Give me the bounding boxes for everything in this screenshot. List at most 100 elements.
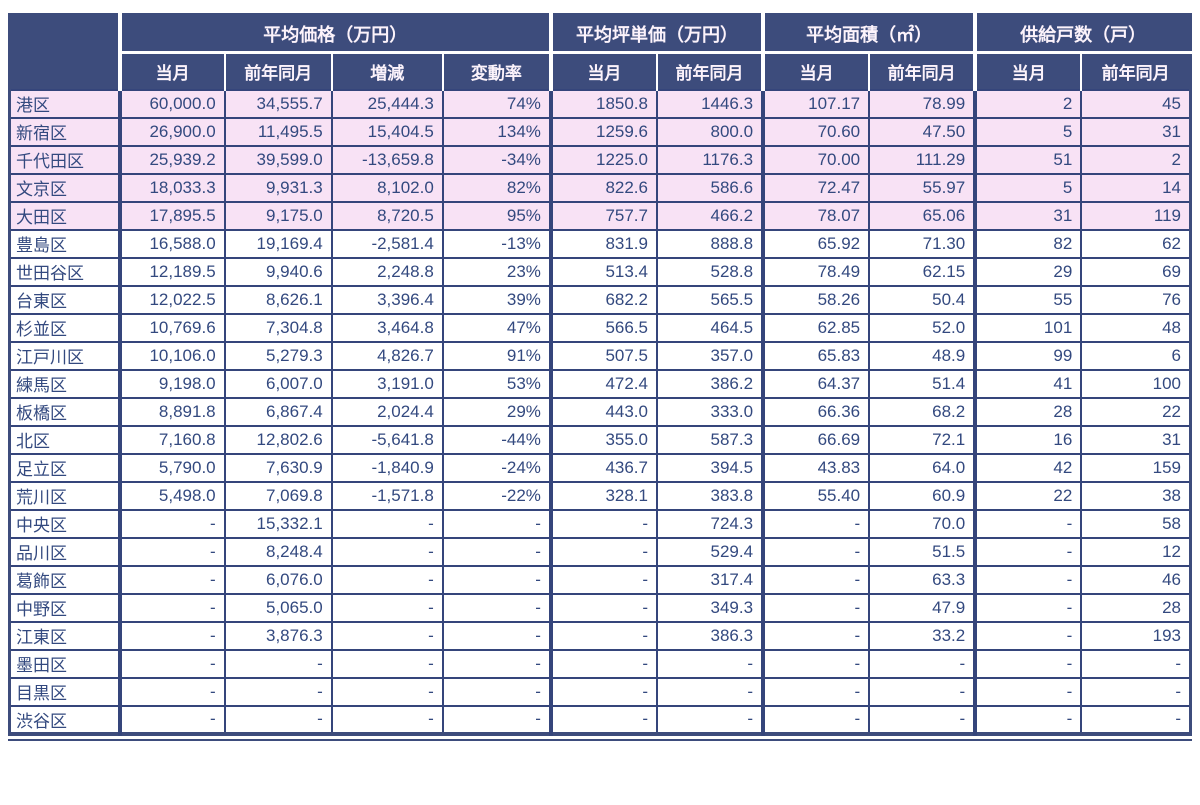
cell-area-current: 64.37 (761, 368, 871, 399)
cell-tsubo-current: - (548, 508, 658, 539)
cell-price-change: -2,581.4 (330, 228, 444, 259)
cell-price-change-rate: - (441, 592, 552, 623)
cell-price-current: 12,189.5 (117, 256, 226, 287)
cell-tsubo-current: 1850.8 (548, 88, 658, 119)
cell-area-prev-year: 65.06 (868, 200, 977, 231)
cell-price-change-rate: - (441, 508, 552, 539)
cell-units-prev-year: 45 (1080, 88, 1192, 119)
cell-tsubo-prev-year: 565.5 (655, 284, 765, 315)
cell-tsubo-prev-year: 394.5 (655, 452, 765, 483)
cell-tsubo-prev-year: 586.6 (655, 172, 765, 203)
ward-name-cell: 板橋区 (8, 396, 122, 427)
cell-price-prev-year: 7,630.9 (223, 452, 333, 483)
cell-area-prev-year: 78.99 (868, 88, 977, 119)
cell-tsubo-current: - (548, 704, 658, 735)
ward-name-cell: 港区 (8, 88, 122, 119)
cell-tsubo-current: 831.9 (548, 228, 658, 259)
ward-name-cell: 世田谷区 (8, 256, 122, 287)
col-header-price-change-rate: 変動率 (441, 52, 551, 90)
table-row: 豊島区 16,588.0 19,169.4 -2,581.4 -13% 831.… (8, 228, 1192, 259)
ward-name-cell: 渋谷区 (8, 704, 122, 735)
cell-units-current: 2 (973, 88, 1083, 119)
cell-price-change: - (330, 648, 444, 679)
cell-price-change: 15,404.5 (330, 116, 444, 147)
cell-price-prev-year: - (223, 648, 333, 679)
cell-tsubo-current: 472.4 (548, 368, 658, 399)
cell-area-prev-year: 111.29 (868, 144, 977, 175)
col-header-price-change: 増減 (330, 52, 443, 90)
cell-price-change: 25,444.3 (330, 88, 444, 119)
cell-price-prev-year: 6,076.0 (223, 564, 333, 595)
cell-units-prev-year: - (1080, 704, 1192, 735)
cell-tsubo-current: 822.6 (548, 172, 658, 203)
cell-area-current: - (761, 676, 871, 707)
cell-price-change-rate: -34% (441, 144, 552, 175)
cell-price-current: 7,160.8 (117, 424, 226, 455)
cell-price-prev-year: 3,876.3 (223, 620, 333, 651)
cell-price-change-rate: 82% (441, 172, 552, 203)
group-header-avg-area: 平均面積（㎡） (761, 14, 976, 54)
cell-tsubo-prev-year: 464.5 (655, 312, 765, 343)
cell-price-change-rate: -24% (441, 452, 552, 483)
cell-price-change: - (330, 676, 444, 707)
table-row: 港区 60,000.0 34,555.7 25,444.3 74% 1850.8… (8, 88, 1192, 119)
cell-price-prev-year: - (223, 704, 333, 735)
ward-name-cell: 大田区 (8, 200, 122, 231)
cell-price-current: 5,498.0 (117, 480, 226, 511)
cell-price-change-rate: -44% (441, 424, 552, 455)
cell-price-change: 8,720.5 (330, 200, 444, 231)
cell-price-change-rate: 74% (441, 88, 552, 119)
table-row: 北区 7,160.8 12,802.6 -5,641.8 -44% 355.0 … (8, 424, 1192, 455)
cell-area-current: - (761, 564, 871, 595)
cell-tsubo-current: 507.5 (548, 340, 658, 371)
cell-area-prev-year: - (868, 676, 977, 707)
cell-tsubo-prev-year: 800.0 (655, 116, 765, 147)
cell-tsubo-prev-year: - (655, 648, 765, 679)
ward-name-cell: 墨田区 (8, 648, 122, 679)
cell-tsubo-prev-year: 357.0 (655, 340, 765, 371)
cell-units-prev-year: 159 (1080, 452, 1192, 483)
cell-price-current: - (117, 676, 226, 707)
cell-price-prev-year: 12,802.6 (223, 424, 333, 455)
group-header-supply-units: 供給戸数（戸） (973, 14, 1191, 54)
cell-units-prev-year: 28 (1080, 592, 1192, 623)
sub-header-row: 当月 前年同月 増減 変動率 当月 前年同月 当月 前年同月 当月 前年同月 (10, 52, 1191, 90)
cell-price-current: 16,588.0 (117, 228, 226, 259)
cell-tsubo-prev-year: - (655, 676, 765, 707)
cell-units-prev-year: - (1080, 648, 1192, 679)
cell-price-change: 3,191.0 (330, 368, 444, 399)
cell-price-current: 26,900.0 (117, 116, 226, 147)
table-row: 葛飾区 - 6,076.0 - - - 317.4 - 63.3 - 46 (8, 564, 1192, 595)
cell-area-current: 66.69 (761, 424, 871, 455)
cell-area-current: 78.07 (761, 200, 871, 231)
cell-units-prev-year: 38 (1080, 480, 1192, 511)
table-row: 江戸川区 10,106.0 5,279.3 4,826.7 91% 507.5 … (8, 340, 1192, 371)
cell-units-current: 101 (973, 312, 1083, 343)
cell-price-prev-year: 9,940.6 (223, 256, 333, 287)
cell-tsubo-prev-year: 724.3 (655, 508, 765, 539)
cell-tsubo-prev-year: 1446.3 (655, 88, 765, 119)
cell-tsubo-prev-year: 333.0 (655, 396, 765, 427)
ward-name-cell: 北区 (8, 424, 122, 455)
table-row: 台東区 12,022.5 8,626.1 3,396.4 39% 682.2 5… (8, 284, 1192, 315)
cell-area-prev-year: 51.5 (868, 536, 977, 567)
ward-name-cell: 台東区 (8, 284, 122, 315)
cell-units-current: 29 (973, 256, 1083, 287)
cell-area-prev-year: 48.9 (868, 340, 977, 371)
cell-units-current: - (973, 676, 1083, 707)
cell-area-prev-year: 70.0 (868, 508, 977, 539)
cell-price-change-rate: - (441, 620, 552, 651)
ward-name-cell: 足立区 (8, 452, 122, 483)
cell-units-current: 31 (973, 200, 1083, 231)
cell-tsubo-current: - (548, 676, 658, 707)
cell-area-current: 43.83 (761, 452, 871, 483)
cell-area-prev-year: - (868, 648, 977, 679)
ward-name-cell: 中野区 (8, 592, 122, 623)
cell-tsubo-prev-year: 1176.3 (655, 144, 765, 175)
cell-tsubo-prev-year: 587.3 (655, 424, 765, 455)
cell-price-prev-year: 6,007.0 (223, 368, 333, 399)
cell-price-current: 9,198.0 (117, 368, 226, 399)
cell-units-prev-year: 193 (1080, 620, 1192, 651)
table-row: 足立区 5,790.0 7,630.9 -1,840.9 -24% 436.7 … (8, 452, 1192, 483)
